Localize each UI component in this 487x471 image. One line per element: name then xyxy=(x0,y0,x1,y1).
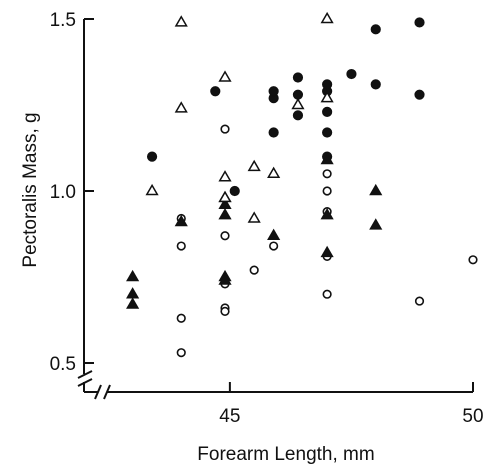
data-point-filled-circle xyxy=(370,24,381,35)
data-point-filled-circle xyxy=(268,86,279,97)
data-point-open-triangle xyxy=(247,159,261,172)
data-point-open-circle xyxy=(176,348,186,358)
data-point-filled-triangle xyxy=(218,207,232,220)
data-point-open-triangle xyxy=(320,11,334,24)
data-point-filled-circle xyxy=(229,185,240,197)
data-point-open-circle xyxy=(322,289,332,299)
y-axis-break-mark xyxy=(77,370,93,379)
data-point-filled-triangle xyxy=(267,228,281,240)
data-point-open-triangle xyxy=(218,190,232,203)
data-point-filled-circle xyxy=(322,79,333,90)
y-tick-label: 0.5 xyxy=(50,354,76,375)
data-point-open-circle xyxy=(249,265,259,275)
y-axis-title: Pectoralis Mass, g xyxy=(20,112,41,267)
data-point-filled-triangle xyxy=(320,245,334,258)
data-points xyxy=(126,11,478,358)
y-axis-break-mark xyxy=(77,378,93,387)
data-point-open-circle xyxy=(220,231,230,241)
data-point-open-circle xyxy=(220,124,230,134)
data-point-filled-circle xyxy=(146,151,158,162)
y-tick-label: 1.5 xyxy=(50,10,76,31)
data-point-filled-circle xyxy=(346,68,357,80)
data-point-filled-circle xyxy=(414,89,425,100)
x-axis-break-mark xyxy=(94,384,102,400)
x-axis-break-mark xyxy=(103,384,111,400)
x-tick-label: 45 xyxy=(219,406,240,427)
data-point-filled-circle xyxy=(414,17,425,28)
data-point-filled-circle xyxy=(370,79,381,90)
data-point-filled-triangle xyxy=(320,207,334,220)
data-point-filled-circle xyxy=(210,86,221,97)
data-point-open-triangle xyxy=(174,15,188,27)
data-point-open-triangle xyxy=(267,166,281,179)
data-point-open-circle xyxy=(322,169,332,179)
x-axis-title: Forearm Length, mm xyxy=(197,444,374,465)
data-point-open-triangle xyxy=(247,211,261,223)
axis-labels: Pectoralis Mass, g Forearm Length, mm xyxy=(20,112,375,465)
data-point-filled-circle xyxy=(322,106,333,117)
data-point-open-circle xyxy=(220,306,230,317)
axes: 0.5 1.0 1.5 45 50 xyxy=(50,10,484,427)
data-point-filled-triangle xyxy=(369,183,383,196)
data-point-open-triangle xyxy=(218,70,232,82)
data-point-open-triangle xyxy=(291,97,305,110)
data-point-filled-circle xyxy=(322,127,333,138)
data-point-filled-circle xyxy=(292,110,304,121)
data-point-open-triangle xyxy=(320,90,334,103)
data-point-filled-triangle xyxy=(369,218,383,230)
data-point-filled-triangle xyxy=(126,287,140,299)
data-point-open-triangle xyxy=(145,183,159,196)
data-point-open-circle xyxy=(414,296,425,306)
y-tick-label: 1.0 xyxy=(50,182,76,203)
data-point-filled-triangle xyxy=(126,269,140,282)
data-point-filled-circle xyxy=(292,72,304,83)
data-point-filled-triangle xyxy=(126,297,140,309)
data-point-filled-circle xyxy=(268,127,279,138)
data-point-open-circle xyxy=(468,255,478,265)
data-point-filled-triangle xyxy=(320,152,334,165)
data-point-open-triangle xyxy=(174,101,188,113)
x-tick-label: 50 xyxy=(462,406,483,427)
data-point-open-triangle xyxy=(218,170,232,182)
data-point-open-circle xyxy=(269,241,279,251)
data-point-filled-triangle xyxy=(218,273,232,285)
data-point-open-circle xyxy=(322,186,332,196)
data-point-filled-triangle xyxy=(174,214,188,227)
data-point-open-circle xyxy=(176,241,186,251)
data-point-open-circle xyxy=(176,313,186,323)
